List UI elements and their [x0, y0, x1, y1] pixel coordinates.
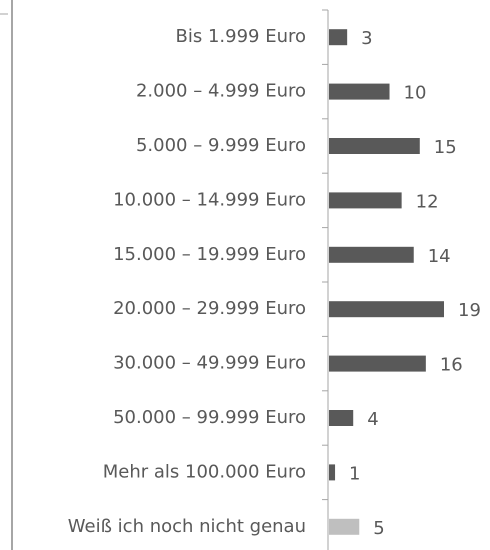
bar — [329, 464, 336, 481]
data-label: 15 — [434, 137, 457, 158]
category-label: 20.000 – 29.999 Euro — [113, 298, 306, 319]
bar — [329, 29, 348, 46]
category-label: 5.000 – 9.999 Euro — [136, 135, 306, 156]
data-label: 1 — [349, 463, 360, 484]
bar — [329, 192, 402, 209]
data-label: 4 — [367, 409, 378, 430]
category-label: 10.000 – 14.999 Euro — [113, 189, 306, 210]
category-label: 50.000 – 99.999 Euro — [113, 407, 306, 428]
bar — [329, 518, 360, 535]
bar — [329, 246, 414, 263]
data-label: 16 — [440, 355, 463, 376]
bar — [329, 301, 444, 318]
data-label: 5 — [373, 518, 384, 539]
data-label: 3 — [361, 28, 372, 49]
data-label: 19 — [458, 300, 481, 321]
data-label: 14 — [428, 246, 451, 267]
bar — [329, 83, 390, 100]
category-label: 15.000 – 19.999 Euro — [113, 244, 306, 265]
category-label: 30.000 – 49.999 Euro — [113, 353, 306, 374]
bar — [329, 138, 420, 154]
category-label: 2.000 – 4.999 Euro — [136, 81, 306, 102]
bar — [329, 410, 354, 426]
category-label: Weiß ich noch nicht genau — [68, 516, 306, 537]
category-label: Mehr als 100.000 Euro — [103, 461, 306, 482]
category-label: Bis 1.999 Euro — [176, 26, 307, 47]
data-label: 10 — [404, 83, 427, 104]
bar — [329, 355, 426, 372]
data-label: 12 — [416, 191, 439, 212]
